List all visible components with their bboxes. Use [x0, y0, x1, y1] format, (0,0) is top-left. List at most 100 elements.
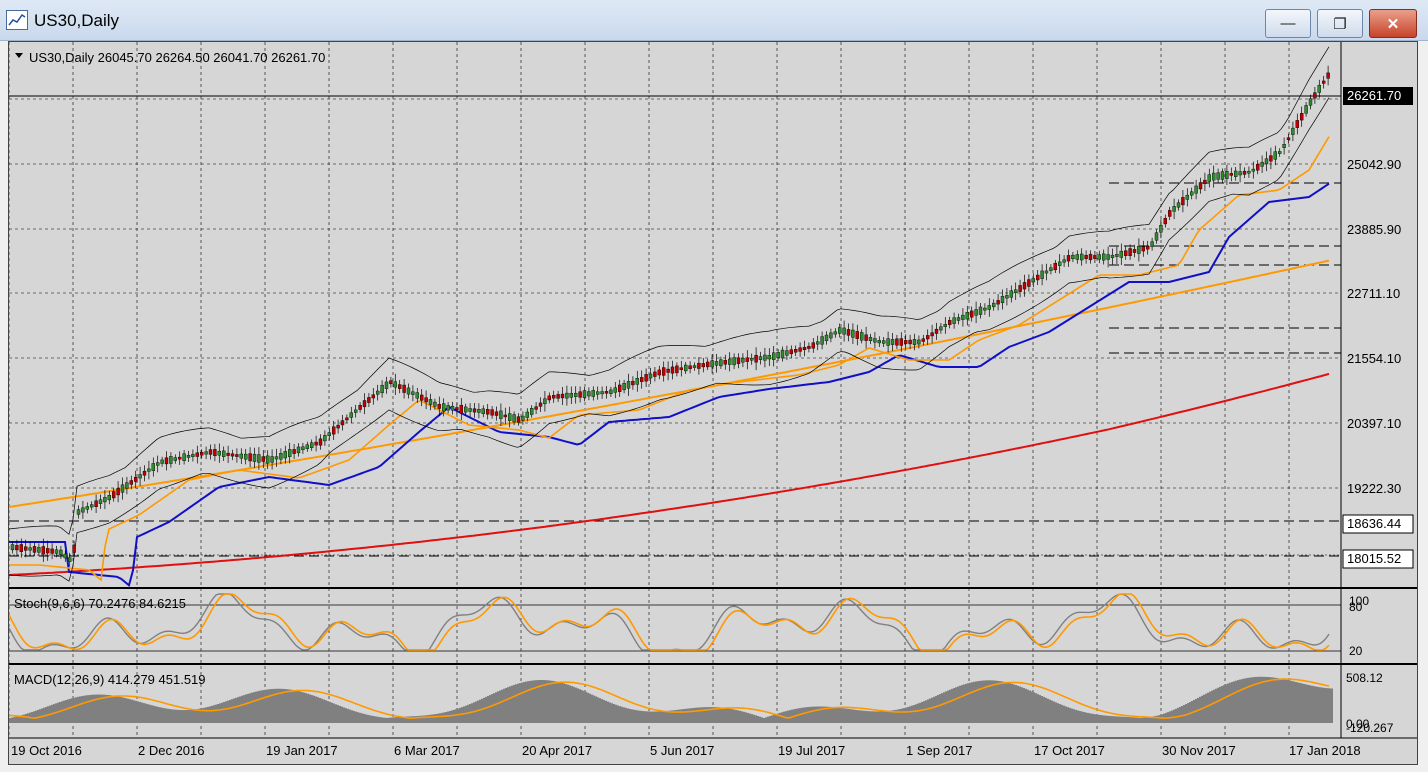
- macd-bar: [203, 707, 205, 723]
- macd-bar: [151, 705, 153, 723]
- macd-bar: [879, 711, 881, 723]
- macd-bar: [77, 696, 79, 723]
- candle-body: [380, 384, 384, 394]
- moving-average-fast: [9, 182, 1330, 588]
- macd-bar: [955, 687, 957, 723]
- macd-bar: [957, 686, 959, 723]
- line-price-tag: [1342, 514, 1414, 534]
- chart-canvas[interactable]: US30,Daily 26045.70 26264.50 26041.70 26…: [8, 42, 1417, 764]
- candle-body: [631, 380, 635, 386]
- close-button[interactable]: ✕: [1369, 9, 1417, 38]
- candle-body: [81, 507, 85, 513]
- dropdown-arrow-icon[interactable]: [15, 53, 23, 58]
- candle-body: [499, 410, 503, 419]
- macd-bar: [933, 696, 935, 723]
- macd-bar: [1305, 684, 1307, 723]
- candle-body: [243, 453, 248, 460]
- candle-body: [860, 332, 864, 341]
- macd-bar: [91, 694, 93, 723]
- candle-body: [1009, 290, 1013, 298]
- macd-bar: [425, 715, 427, 723]
- macd-bar: [1099, 714, 1101, 723]
- candle-body: [1167, 210, 1172, 217]
- macd-bar: [635, 710, 637, 723]
- candle-body: [838, 327, 842, 334]
- macd-bar: [1255, 676, 1257, 723]
- macd-bar: [883, 711, 885, 723]
- macd-bar: [695, 707, 697, 723]
- candle-body: [459, 404, 463, 414]
- candle-body: [239, 453, 244, 459]
- candle-body: [851, 329, 855, 338]
- candle-body: [569, 392, 573, 398]
- macd-bar: [63, 700, 65, 723]
- macd-bar: [341, 706, 343, 723]
- candle-body: [494, 411, 499, 416]
- candle-body: [798, 347, 802, 352]
- macd-bar: [1301, 683, 1303, 723]
- candle-body: [1049, 267, 1053, 271]
- candle-body: [371, 394, 375, 399]
- macd-bar: [633, 709, 635, 723]
- macd-bar: [307, 693, 309, 723]
- candle-body: [204, 451, 208, 455]
- maximize-button[interactable]: ❐: [1317, 9, 1363, 38]
- macd-bar: [159, 707, 161, 723]
- macd-bar: [313, 695, 315, 723]
- candle-body: [745, 357, 749, 362]
- macd-bar: [413, 716, 415, 723]
- candle-body: [279, 453, 283, 460]
- macd-bar: [531, 680, 533, 723]
- macd-bar: [769, 716, 771, 723]
- macd-bar: [993, 680, 995, 723]
- macd-bar: [1037, 694, 1039, 723]
- candle-body: [609, 389, 613, 394]
- candle-body: [252, 453, 257, 462]
- macd-bar: [595, 696, 597, 723]
- macd-bar: [763, 717, 765, 723]
- macd-bar: [1143, 717, 1145, 723]
- macd-bar: [471, 703, 473, 723]
- macd-bar: [909, 706, 911, 723]
- macd-bar: [1137, 717, 1139, 723]
- macd-bar: [877, 711, 879, 723]
- candle-body: [970, 310, 974, 318]
- candle-body: [125, 482, 129, 489]
- macd-bar: [511, 685, 513, 723]
- macd-bar: [373, 716, 375, 723]
- macd-bar: [943, 692, 945, 723]
- macd-bar: [397, 717, 399, 723]
- macd-bar: [585, 691, 587, 723]
- macd-bar: [645, 711, 647, 723]
- macd-bar: [409, 716, 411, 723]
- macd-bar: [399, 716, 401, 723]
- macd-bar: [1259, 676, 1261, 723]
- candle-body: [23, 546, 28, 551]
- macd-bar: [453, 709, 455, 723]
- macd-bar: [175, 709, 177, 723]
- candle-body: [169, 456, 173, 464]
- macd-bar: [755, 715, 757, 723]
- macd-bar: [1057, 703, 1059, 723]
- candle-body: [785, 350, 789, 356]
- candle-body: [1031, 278, 1035, 283]
- macd-bar: [1155, 715, 1157, 723]
- macd-bar: [1279, 678, 1281, 723]
- candle-body: [1088, 253, 1093, 261]
- macd-bar: [801, 707, 803, 723]
- macd-bar: [401, 716, 403, 723]
- macd-bar: [1095, 714, 1097, 723]
- macd-bar: [575, 687, 577, 723]
- candle-body: [1005, 295, 1009, 299]
- macd-bar: [669, 710, 671, 723]
- candle-body: [613, 387, 617, 393]
- macd-bar: [1065, 706, 1067, 723]
- macd-bar: [773, 714, 775, 723]
- candle-body: [1304, 105, 1308, 114]
- minimize-button[interactable]: —: [1265, 9, 1311, 38]
- macd-bar: [617, 705, 619, 723]
- macd-bar: [545, 680, 547, 723]
- candle-body: [446, 405, 450, 411]
- macd-bar: [915, 704, 917, 723]
- macd-bar: [1225, 684, 1227, 723]
